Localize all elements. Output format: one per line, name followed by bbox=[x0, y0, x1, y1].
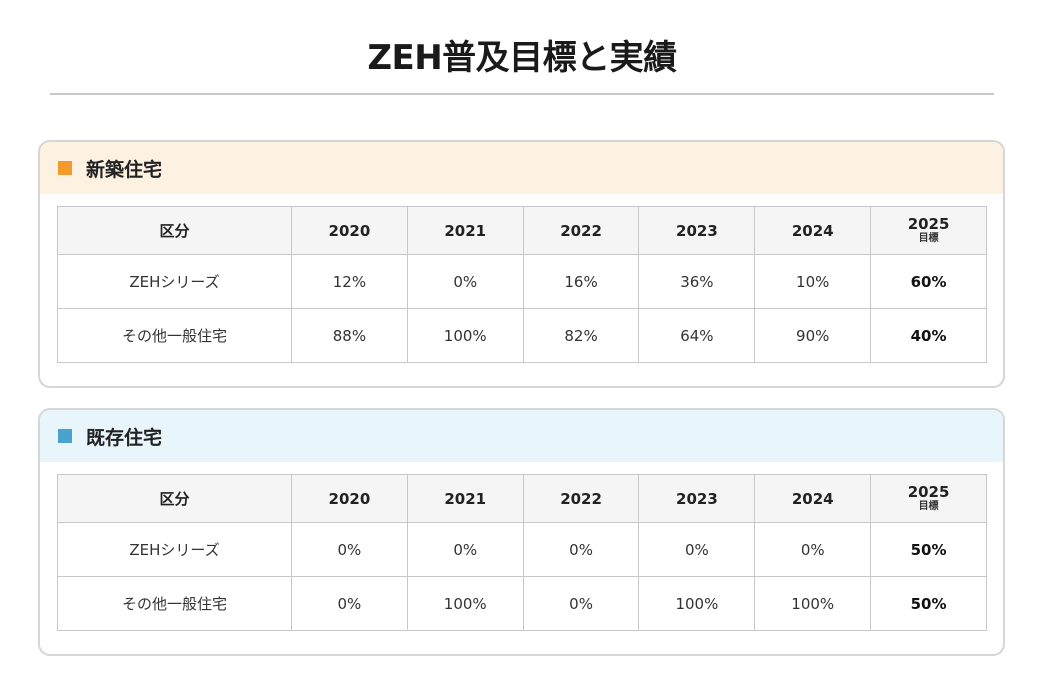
title-divider bbox=[50, 93, 994, 95]
column-header-year: 2022 bbox=[522, 474, 640, 523]
table-cell: 100% bbox=[638, 576, 756, 631]
column-header-year: 2020 bbox=[291, 474, 408, 523]
column-header-year: 2024 bbox=[754, 474, 872, 523]
row-label: ZEHシリーズ bbox=[57, 522, 292, 577]
table-row: その他一般住宅 88% 100% 82% 64% 90% 40% bbox=[57, 308, 987, 363]
table-cell: 64% bbox=[638, 308, 756, 363]
table-cell: 0% bbox=[522, 576, 640, 631]
table-row: ZEHシリーズ 0% 0% 0% 0% 0% 50% bbox=[57, 522, 987, 577]
table-cell: 36% bbox=[638, 254, 756, 309]
column-header-target: 2025 目標 bbox=[870, 206, 987, 255]
column-header-year: 2023 bbox=[638, 206, 756, 255]
table-cell: 10% bbox=[754, 254, 872, 309]
target-label: 目標 bbox=[918, 501, 939, 512]
table-cell: 90% bbox=[754, 308, 872, 363]
table-row: その他一般住宅 0% 100% 0% 100% 100% 50% bbox=[57, 576, 987, 631]
square-marker-icon bbox=[58, 161, 72, 175]
column-header-category: 区分 bbox=[57, 474, 292, 523]
table-cell: 12% bbox=[291, 254, 408, 309]
section-existing-housing: 既存住宅 区分 2020 2021 2022 2023 2024 2025 目標 bbox=[38, 408, 1005, 656]
table-cell: 16% bbox=[522, 254, 640, 309]
column-header-year: 2020 bbox=[291, 206, 408, 255]
table-cell: 88% bbox=[291, 308, 408, 363]
table-cell: 100% bbox=[406, 576, 524, 631]
table-header-row: 区分 2020 2021 2022 2023 2024 2025 目標 bbox=[57, 206, 987, 255]
table-cell: 0% bbox=[406, 254, 524, 309]
target-cell: 50% bbox=[870, 576, 987, 631]
row-label: その他一般住宅 bbox=[57, 576, 292, 631]
square-marker-icon bbox=[58, 429, 72, 443]
table-cell: 0% bbox=[638, 522, 756, 577]
target-year: 2025 bbox=[907, 215, 950, 233]
table-cell: 82% bbox=[522, 308, 640, 363]
data-table: 区分 2020 2021 2022 2023 2024 2025 目標 ZEHシ… bbox=[57, 206, 987, 363]
section-title: 既存住宅 bbox=[86, 426, 163, 449]
data-table: 区分 2020 2021 2022 2023 2024 2025 目標 ZEHシ… bbox=[57, 474, 987, 631]
column-header-year: 2023 bbox=[638, 474, 756, 523]
page-title: ZEH普及目標と実績 bbox=[367, 38, 677, 78]
row-label: その他一般住宅 bbox=[57, 308, 292, 363]
table-cell: 0% bbox=[406, 522, 524, 577]
row-label: ZEHシリーズ bbox=[57, 254, 292, 309]
table-row: ZEHシリーズ 12% 0% 16% 36% 10% 60% bbox=[57, 254, 987, 309]
table-cell: 100% bbox=[754, 576, 872, 631]
target-cell: 50% bbox=[870, 522, 987, 577]
table-cell: 0% bbox=[291, 522, 408, 577]
column-header-year: 2021 bbox=[406, 206, 524, 255]
target-year: 2025 bbox=[907, 483, 950, 501]
target-cell: 60% bbox=[870, 254, 987, 309]
section-header: 既存住宅 bbox=[40, 410, 1003, 462]
table-header-row: 区分 2020 2021 2022 2023 2024 2025 目標 bbox=[57, 474, 987, 523]
section-header: 新築住宅 bbox=[40, 142, 1003, 194]
section-title: 新築住宅 bbox=[86, 158, 163, 181]
target-cell: 40% bbox=[870, 308, 987, 363]
column-header-category: 区分 bbox=[57, 206, 292, 255]
section-new-housing: 新築住宅 区分 2020 2021 2022 2023 2024 2025 目標 bbox=[38, 140, 1005, 388]
target-label: 目標 bbox=[918, 233, 939, 244]
table-cell: 0% bbox=[522, 522, 640, 577]
column-header-year: 2022 bbox=[522, 206, 640, 255]
column-header-year: 2024 bbox=[754, 206, 872, 255]
table-cell: 0% bbox=[754, 522, 872, 577]
table-cell: 100% bbox=[406, 308, 524, 363]
table-cell: 0% bbox=[291, 576, 408, 631]
column-header-target: 2025 目標 bbox=[870, 474, 987, 523]
column-header-year: 2021 bbox=[406, 474, 524, 523]
